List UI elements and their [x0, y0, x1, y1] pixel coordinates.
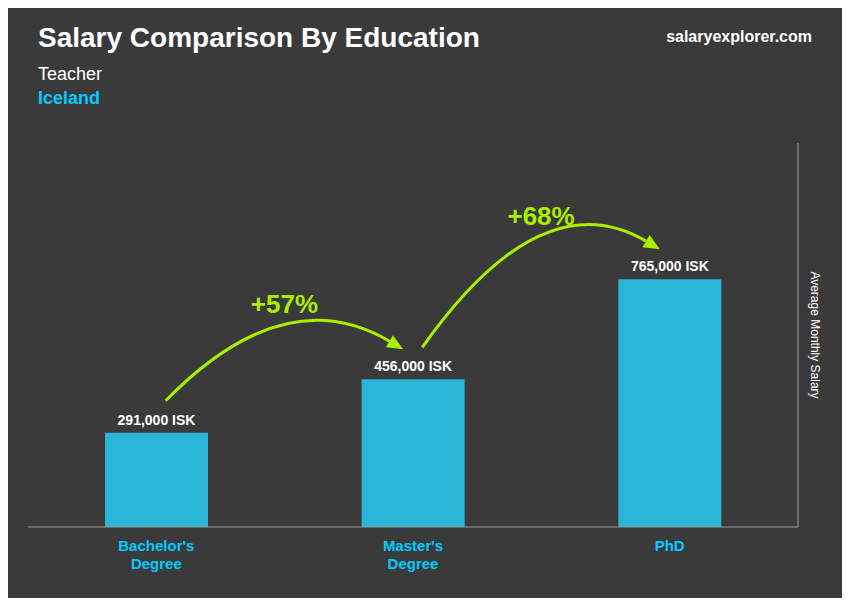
svg-text:PhD: PhD [655, 537, 685, 554]
html-text:Teacher: Teacher [38, 64, 102, 84]
svg-text:Master'sDegree: Master'sDegree [383, 537, 443, 572]
html-text:Salary Comparison By Education: Salary Comparison By Education [38, 22, 480, 53]
svg-text:Bachelor'sDegree: Bachelor'sDegree [118, 537, 194, 572]
html-text:Iceland: Iceland [38, 88, 100, 108]
svg-text:291,000 ISK: 291,000 ISK [118, 412, 196, 428]
svg-text:765,000 ISK: 765,000 ISK [631, 258, 709, 274]
svg-text:Average Monthly Salary: Average Monthly Salary [808, 271, 822, 398]
svg-text:456,000 ISK: 456,000 ISK [374, 358, 452, 374]
svg-text:+68%: +68% [507, 201, 574, 231]
svg-text:+57%: +57% [251, 289, 318, 319]
html-text:salaryexplorer.com: salaryexplorer.com [666, 28, 812, 45]
